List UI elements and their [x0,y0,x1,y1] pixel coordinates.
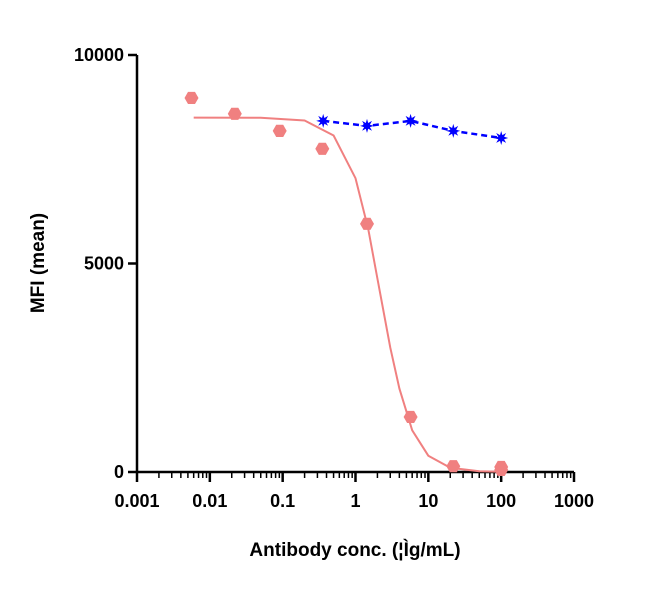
data-point [494,131,509,145]
data-point [360,118,374,133]
data-point [403,113,418,128]
data-point [315,142,330,155]
x-tick-label: 0.001 [114,491,159,511]
y-tick-label: 5000 [84,254,124,274]
y-axis-label: MFI (mean) [28,213,49,313]
data-point [184,91,199,104]
x-tick-label: 0.01 [192,491,227,511]
y-tick-label: 10000 [74,45,124,65]
x-tick-label: 100 [486,491,516,511]
x-tick-label: 10 [418,491,438,511]
data-point [272,124,287,137]
data-point [316,113,331,128]
x-tick-label: 1 [350,491,360,511]
data-point [403,410,418,423]
series-line [193,116,502,473]
x-tick-label: 1000 [554,491,594,511]
y-tick-label: 0 [114,462,124,482]
data-point [494,463,509,476]
x-axis-label: Antibody conc. (¦Ìg/mL) [249,539,460,561]
x-tick-label: 0.1 [270,491,295,511]
data-point [446,123,461,138]
